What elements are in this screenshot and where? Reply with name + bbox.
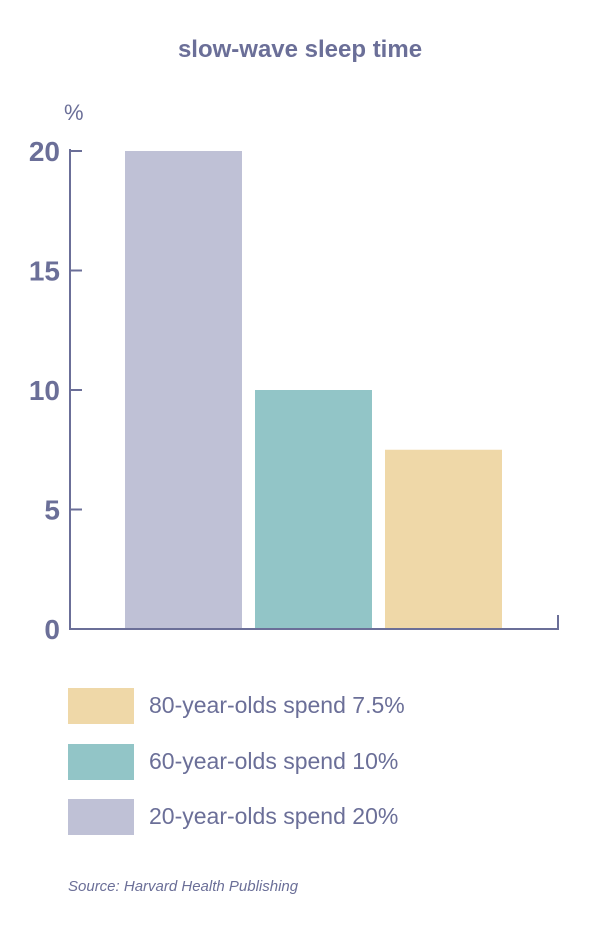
y-tick-label-0: 0: [44, 614, 60, 645]
y-tick-label-10: 10: [29, 375, 60, 406]
legend-swatch-80: [68, 688, 134, 724]
bar-80-year-olds: [385, 449, 502, 629]
source-note: Source: Harvard Health Publishing: [68, 878, 299, 895]
legend-item-60: 60-year-olds spend 10%: [68, 744, 548, 780]
legend-label-80: 80-year-olds spend 7.5%: [149, 692, 405, 718]
legend-item-20: 20-year-olds spend 20%: [68, 799, 548, 835]
plot-area: 0 5 10 15 20: [29, 136, 559, 645]
legend-swatch-60: [68, 744, 134, 780]
bar-chart: 0 5 10 15 20 %: [29, 100, 559, 645]
legend-label-60: 60-year-olds spend 10%: [149, 748, 399, 774]
y-tick-label-5: 5: [44, 495, 60, 526]
bar-60-year-olds: [255, 390, 372, 629]
legend-swatch-20: [68, 799, 134, 835]
legend-label-20: 20-year-olds spend 20%: [149, 803, 399, 829]
chart-title: slow-wave sleep time: [177, 36, 423, 63]
bar-20-year-olds: [125, 151, 242, 629]
y-axis-unit: %: [64, 100, 84, 125]
legend-item-80: 80-year-olds spend 7.5%: [68, 688, 548, 724]
y-tick-label-20: 20: [29, 136, 60, 167]
y-tick-label-15: 15: [29, 256, 60, 287]
